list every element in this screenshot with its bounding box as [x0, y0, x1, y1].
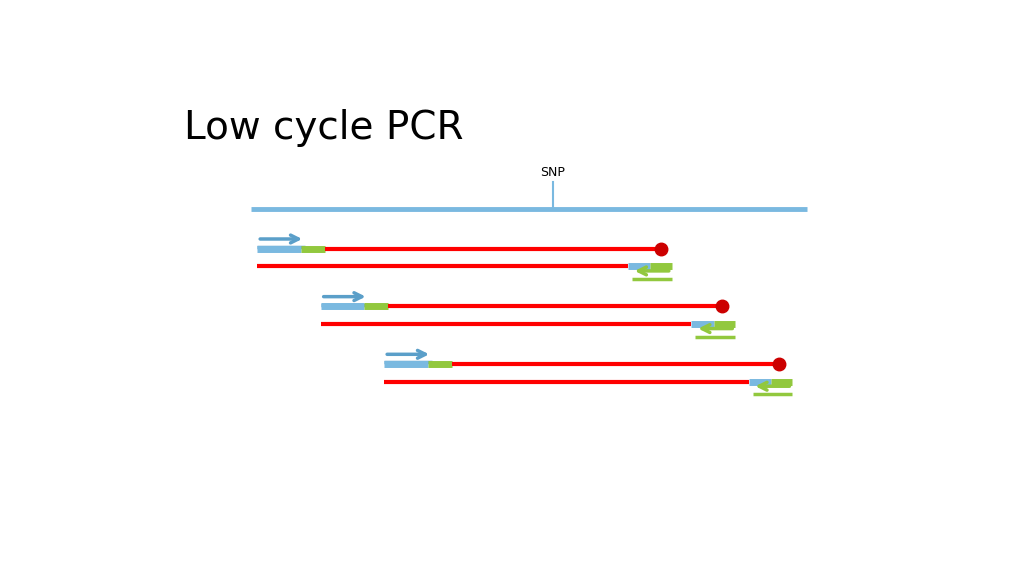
Text: Low cycle PCR: Low cycle PCR: [183, 109, 463, 147]
Text: SNP: SNP: [540, 166, 565, 179]
